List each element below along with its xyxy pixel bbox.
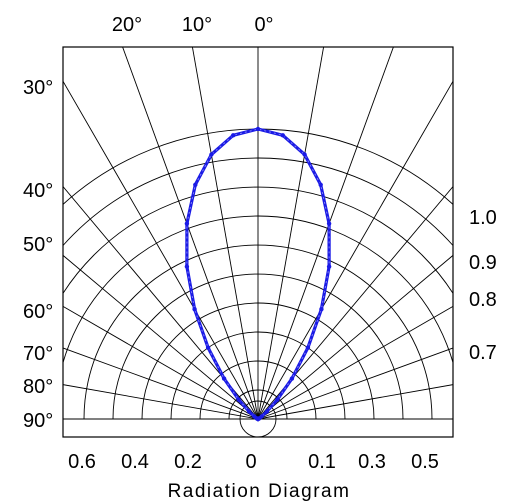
series-point <box>326 221 332 226</box>
series-point <box>184 221 190 226</box>
series-point <box>252 414 257 419</box>
left-angle-label: 60° <box>23 301 53 323</box>
grid-radial-line <box>257 47 394 420</box>
series-point <box>184 264 190 269</box>
series-point <box>231 133 236 138</box>
series-point <box>221 376 227 381</box>
left-angle-label: 50° <box>23 234 53 256</box>
polar-grid <box>63 47 453 437</box>
intensity-series <box>184 126 332 422</box>
grid-radial-line <box>63 305 259 420</box>
grid-radial-line <box>63 347 259 420</box>
series-point <box>193 182 198 187</box>
series-point <box>305 345 311 350</box>
grid-radial-line <box>63 185 259 420</box>
grid-ring <box>63 157 453 247</box>
left-angle-label: 90° <box>23 410 53 432</box>
series-point <box>209 152 214 157</box>
series-point <box>326 264 332 269</box>
left-angle-label: 30° <box>23 77 53 99</box>
grid-radial-line <box>257 305 453 420</box>
grid-radial-line <box>191 47 259 420</box>
bottom-label: 0.5 <box>411 451 439 473</box>
series-point <box>264 409 270 414</box>
grid-radial-line <box>257 185 453 420</box>
series-point <box>205 345 211 350</box>
grid-radial-line <box>257 347 453 420</box>
right-intensity-label: 0.7 <box>469 342 497 364</box>
series-point <box>319 307 324 312</box>
series-line-highlight <box>186 128 330 420</box>
right-intensity-label: 1.0 <box>469 207 497 229</box>
grid-radial-line <box>257 384 453 420</box>
grid-radial-line <box>257 254 453 420</box>
series-point <box>280 133 285 138</box>
chart-caption: Radiation Diagram <box>168 481 351 502</box>
bottom-labels: 0.6 0.4 0.2 0 0.1 0.3 0.5 <box>68 451 439 473</box>
right-intensity-label: 0.8 <box>469 289 497 311</box>
right-intensity-label: 0.9 <box>469 252 497 274</box>
top-angle-label: 10° <box>182 14 212 36</box>
left-angle-label: 40° <box>23 180 53 202</box>
series-point <box>302 152 307 157</box>
series-point <box>246 409 252 414</box>
bottom-label: 0.2 <box>174 451 202 473</box>
bottom-label: 0.1 <box>308 451 336 473</box>
top-angle-labels: 20° 10° 0° <box>112 14 274 36</box>
right-intensity-labels: 1.0 0.9 0.8 0.7 <box>469 207 497 364</box>
series-point <box>275 397 280 402</box>
grid-radial-line <box>122 47 259 420</box>
series-point <box>192 307 197 312</box>
grid-radial-line <box>257 47 325 420</box>
bottom-label: 0 <box>245 451 256 473</box>
top-angle-label: 0° <box>254 14 273 36</box>
bottom-label: 0.6 <box>68 451 96 473</box>
left-angle-label: 80° <box>23 376 53 398</box>
bottom-label: 0.4 <box>121 451 149 473</box>
grid-radial-line <box>63 80 259 420</box>
left-angle-labels: 30° 40° 50° 60° 70° 80° 90° <box>23 77 53 432</box>
grid-radial-line <box>257 80 453 420</box>
left-angle-label: 70° <box>23 343 53 365</box>
grid-radial-line <box>63 384 259 420</box>
series-point <box>318 182 323 187</box>
series-point <box>255 126 261 132</box>
bottom-label: 0.3 <box>358 451 386 473</box>
series-point <box>236 397 241 402</box>
series-point <box>255 416 261 422</box>
top-angle-label: 20° <box>112 14 142 36</box>
grid-radial-line <box>63 254 259 420</box>
series-point <box>289 376 295 381</box>
